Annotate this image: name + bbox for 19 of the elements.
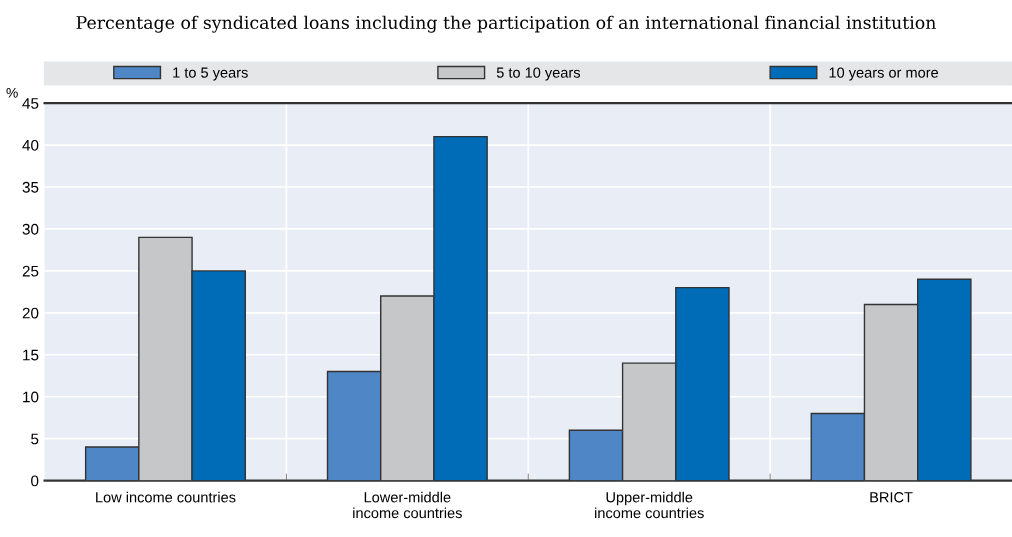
- x-tick-label: Lower-middle income countries: [353, 491, 462, 519]
- legend-label: 10 years or more: [829, 67, 939, 81]
- y-tick-label: 45: [22, 98, 39, 109]
- y-tick-label: 0: [31, 475, 39, 487]
- legend-label: 5 to 10 years: [496, 67, 581, 81]
- y-tick-label: 35: [22, 181, 39, 193]
- y-tick-label: 30: [22, 223, 39, 235]
- y-tick-label: 10: [23, 391, 39, 403]
- y-tick-label: 15: [23, 349, 39, 361]
- x-tick-label: Upper-middle income countries: [595, 491, 704, 519]
- y-tick-label: 20: [22, 307, 39, 319]
- y-tick-label: 5: [31, 433, 39, 445]
- legend-label: 1 to 5 years: [173, 67, 248, 81]
- y-axis-title: %: [6, 87, 18, 98]
- x-tick-label: BRICT: [870, 492, 913, 503]
- y-tick-label: 25: [22, 265, 39, 277]
- chart-title: Percentage of syndicated loans including the participation of an international financial institution: [76, 15, 936, 33]
- x-tick-label: Low income countries: [96, 491, 236, 503]
- y-tick-label: 40: [22, 139, 39, 151]
